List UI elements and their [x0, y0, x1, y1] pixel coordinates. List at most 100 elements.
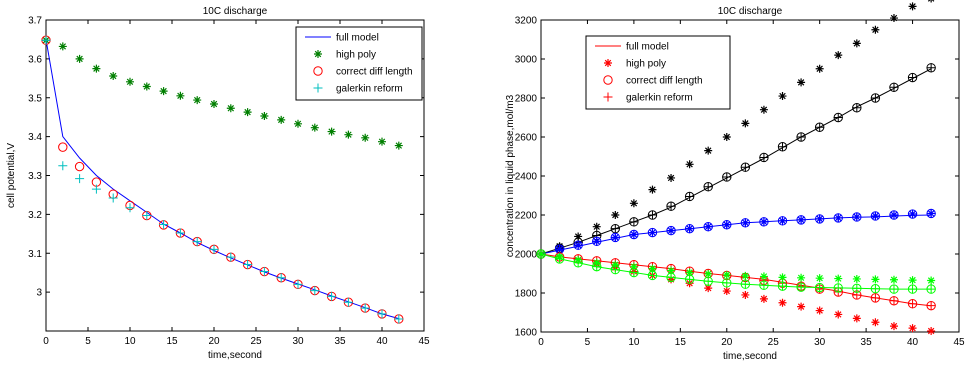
legend-label: high poly	[626, 59, 666, 70]
data-point	[310, 286, 320, 296]
data-point	[908, 284, 918, 294]
data-point	[889, 211, 898, 219]
data-point	[759, 280, 769, 290]
data-point	[555, 252, 564, 261]
data-point	[927, 276, 936, 285]
data-point	[852, 314, 861, 323]
data-point	[778, 92, 787, 101]
data-point	[293, 279, 303, 289]
data-point	[704, 269, 713, 278]
data-point	[889, 322, 898, 331]
y-tick-label: 3	[36, 288, 42, 299]
data-point	[834, 274, 843, 283]
data-point	[685, 160, 694, 169]
x-tick-label: 25	[250, 336, 262, 347]
data-point	[58, 42, 67, 51]
data-point	[703, 276, 713, 286]
data-point	[815, 122, 825, 132]
series-13	[540, 253, 932, 290]
data-point	[778, 281, 788, 291]
data-point	[91, 184, 101, 194]
data-point	[667, 266, 676, 275]
x-tick-label: 20	[208, 336, 220, 347]
data-point	[92, 64, 101, 73]
legend-label: high poly	[336, 50, 376, 61]
legend-label: full model	[626, 42, 669, 53]
legend-entry: full model	[595, 42, 669, 53]
legend-label: correct diff length	[626, 76, 703, 87]
y-tick-label: 3.3	[28, 171, 42, 182]
data-point	[797, 273, 806, 282]
data-point	[142, 82, 151, 91]
data-point	[815, 64, 824, 73]
data-point	[908, 2, 917, 11]
x-tick-label: 0	[43, 336, 49, 347]
data-point	[852, 39, 861, 48]
y-tick-label: 2000	[515, 250, 538, 261]
data-point	[126, 77, 134, 86]
data-point	[310, 123, 319, 132]
chart-title: 10C discharge	[718, 6, 783, 17]
data-point	[555, 245, 564, 254]
data-point	[159, 219, 169, 229]
data-point	[574, 241, 583, 250]
data-point	[648, 228, 657, 237]
data-point	[815, 214, 824, 223]
data-point	[927, 209, 936, 218]
data-point	[741, 271, 750, 280]
legend-swatch	[313, 83, 323, 93]
data-point	[685, 191, 695, 201]
data-point	[778, 216, 787, 225]
legend-entry: galerkin reform	[313, 83, 403, 95]
data-point	[159, 87, 168, 96]
data-point	[759, 272, 768, 281]
data-point	[108, 193, 118, 203]
data-point	[926, 284, 936, 294]
data-point	[611, 211, 620, 219]
x-axis: 0 5 10 15 20 25 30 35 40 45 time,second	[538, 20, 965, 362]
x-tick-label: 15	[675, 337, 687, 348]
y-tick-label: 1600	[515, 328, 538, 339]
legend-swatch	[314, 50, 322, 58]
data-point	[125, 203, 135, 213]
data-point	[75, 54, 84, 63]
x-tick-label: 40	[376, 336, 388, 347]
chart-title: 10C discharge	[203, 6, 268, 17]
data-point	[277, 115, 286, 124]
data-point	[759, 152, 769, 162]
y-axis-label: concentration in liquid phase,mol/m3	[505, 94, 516, 257]
data-point	[592, 237, 601, 246]
data-point	[327, 127, 336, 136]
x-tick-label: 10	[124, 336, 136, 347]
x-tick-label: 35	[861, 337, 873, 348]
data-point	[226, 252, 236, 262]
series-line	[540, 253, 932, 307]
data-point	[796, 132, 806, 142]
data-point	[759, 105, 768, 114]
data-point	[377, 309, 387, 319]
data-point	[815, 283, 825, 293]
data-point	[58, 142, 68, 152]
series-1	[540, 68, 932, 255]
data-point	[833, 113, 843, 122]
x-tick-label: 45	[418, 336, 430, 347]
data-point	[889, 296, 899, 306]
y-tick-label: 3.2	[28, 210, 42, 221]
data-point	[360, 303, 370, 313]
data-point	[722, 270, 731, 279]
data-point	[741, 218, 750, 227]
data-point	[344, 130, 353, 139]
data-point	[889, 275, 898, 284]
series-line	[540, 253, 932, 290]
series-2	[42, 36, 403, 150]
series-8	[537, 209, 936, 258]
legend-label: full model	[336, 33, 379, 44]
legend-entry: high poly	[604, 59, 666, 70]
data-point	[834, 213, 843, 222]
data-point	[175, 228, 185, 238]
legend-entry: full model	[305, 33, 379, 44]
data-point	[75, 174, 85, 184]
x-tick-label: 5	[585, 337, 591, 348]
legend-swatch	[604, 59, 612, 67]
data-point	[276, 273, 286, 283]
